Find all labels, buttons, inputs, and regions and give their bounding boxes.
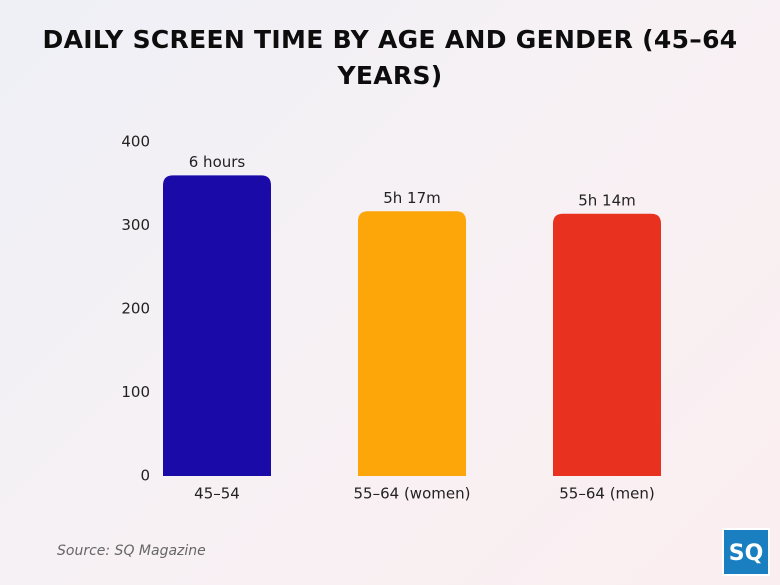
y-tick-label: 0 bbox=[140, 467, 150, 485]
value-label: 6 hours bbox=[189, 153, 246, 171]
y-tick-label: 200 bbox=[121, 300, 150, 318]
x-tick-label: 55–64 (women) bbox=[354, 485, 471, 503]
logo: SQ bbox=[722, 528, 770, 576]
value-label: 5h 14m bbox=[578, 191, 636, 209]
x-tick-label: 45–54 bbox=[194, 485, 240, 503]
bar bbox=[163, 175, 271, 476]
chart-title: DAILY SCREEN TIME BY AGE AND GENDER (45–… bbox=[42, 25, 738, 90]
bar bbox=[358, 211, 466, 476]
bar bbox=[553, 213, 661, 476]
source: Source: SQ Magazine bbox=[57, 543, 206, 559]
y-tick-label: 100 bbox=[121, 383, 150, 401]
y-tick-label: 400 bbox=[121, 133, 150, 151]
y-tick-label: 300 bbox=[121, 216, 150, 234]
x-tick-label: 55–64 (men) bbox=[559, 485, 655, 503]
value-label: 5h 17m bbox=[383, 189, 441, 207]
